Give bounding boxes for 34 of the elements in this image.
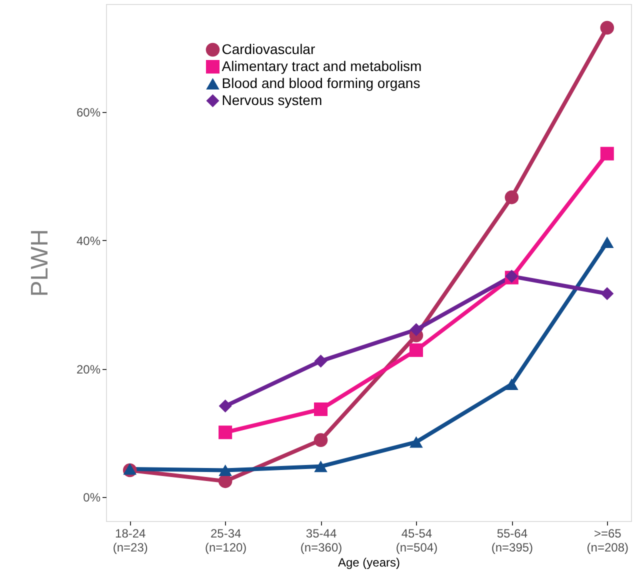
y-tick-label: 60% xyxy=(76,105,101,120)
point xyxy=(504,190,519,204)
point xyxy=(410,436,423,448)
point xyxy=(218,426,232,440)
point xyxy=(123,463,137,475)
legend-label: Cardiovascular xyxy=(222,40,316,57)
x-tick-label: 55-64 (n=395) xyxy=(491,526,534,554)
point xyxy=(505,378,518,390)
point xyxy=(600,146,614,160)
point xyxy=(218,474,232,488)
point xyxy=(410,323,423,336)
x-axis-title: Age (years) xyxy=(338,556,400,570)
y-tick-label: 40% xyxy=(76,234,101,248)
point xyxy=(218,400,232,413)
y-axis-title: PLWH xyxy=(26,229,54,297)
point xyxy=(314,460,328,472)
y-tick-label: 0% xyxy=(83,490,101,505)
x-tick-label: 45-54 (n=504) xyxy=(396,526,438,554)
x-tick-label: >=65 (n=208) xyxy=(586,526,628,554)
point xyxy=(600,236,614,248)
legend-label: Blood and blood forming organs xyxy=(222,74,420,91)
x-tick-label: 18-24 (n=23) xyxy=(112,526,148,554)
point xyxy=(600,287,614,300)
point xyxy=(314,354,328,368)
point xyxy=(600,20,614,35)
legend-label: Alimentary tract and metabolism xyxy=(222,58,422,74)
point xyxy=(218,464,232,476)
y-tick-label: 20% xyxy=(76,362,101,376)
point xyxy=(409,343,423,357)
x-tick-label: 35-44 (n=360) xyxy=(300,526,342,554)
point xyxy=(314,402,328,416)
point xyxy=(314,433,328,447)
x-tick-label: 25-34 (n=120) xyxy=(204,526,247,554)
legend-label: Nervous system xyxy=(222,92,322,108)
